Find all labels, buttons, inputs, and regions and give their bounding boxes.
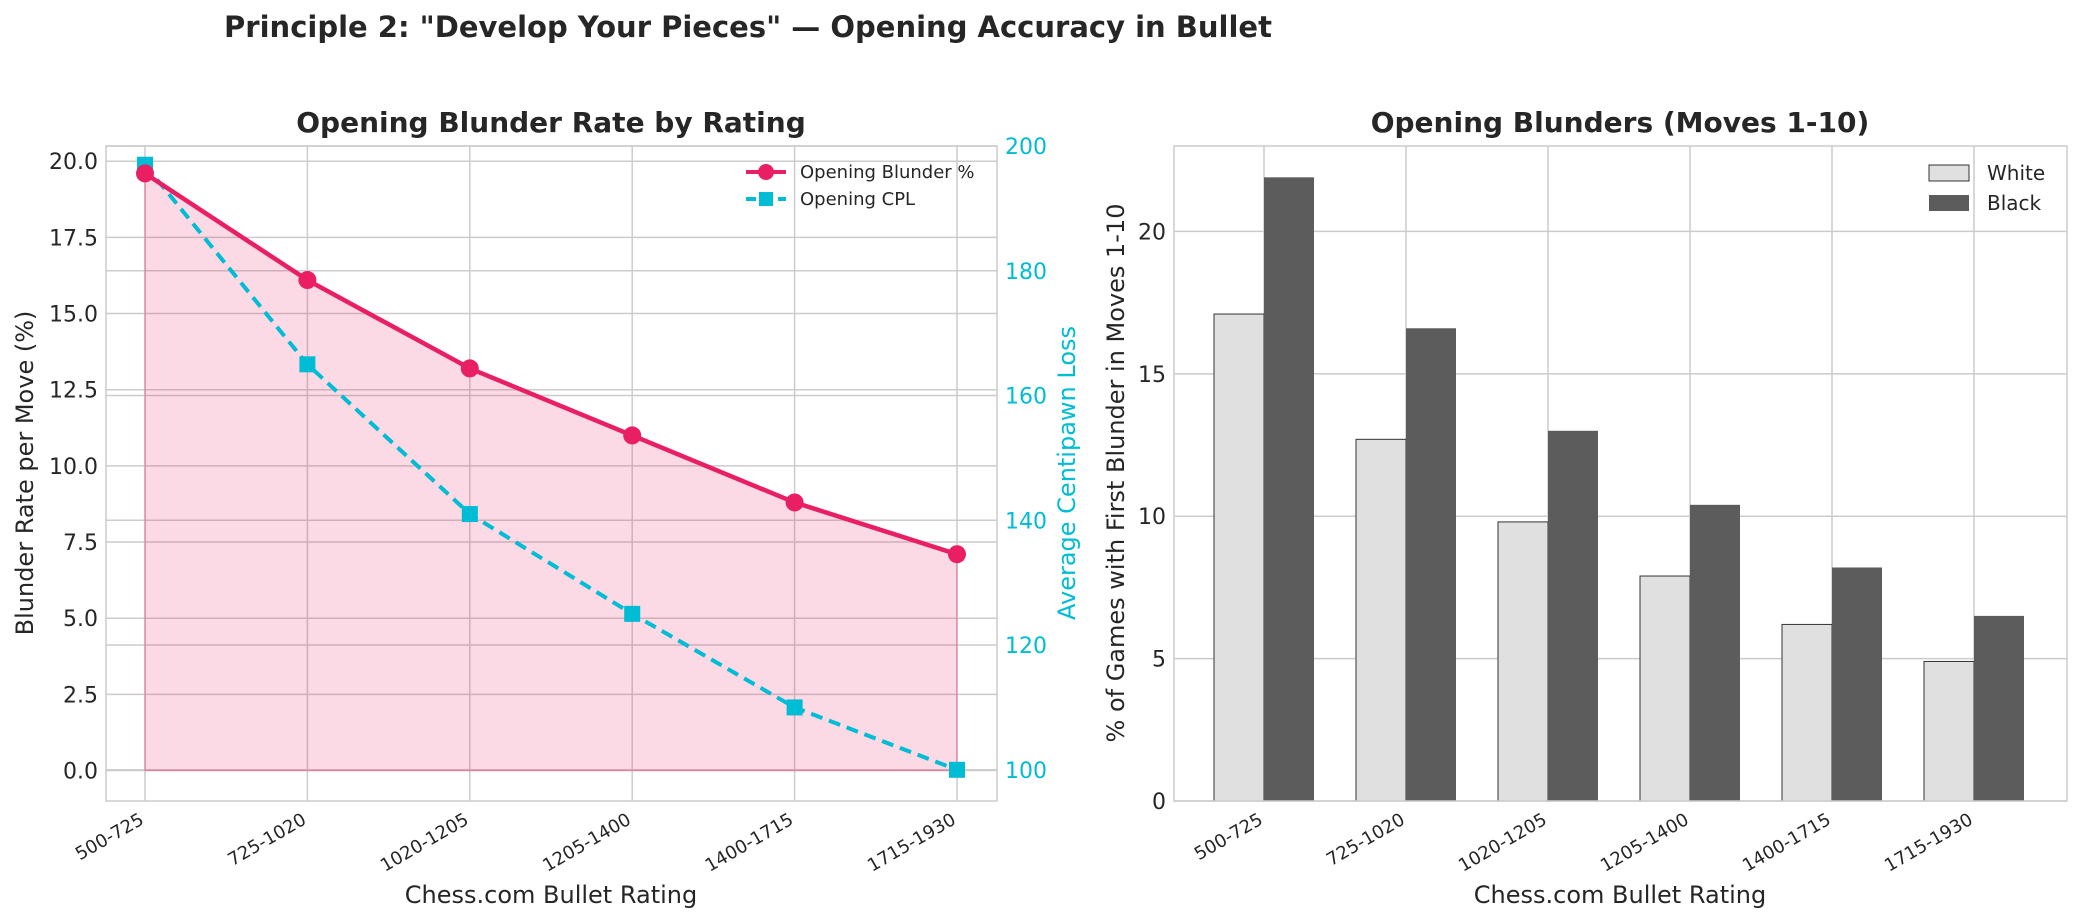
cpl-marker <box>949 761 965 778</box>
right-y-tick-label: 10 <box>1138 505 1166 530</box>
left-y2-tick-label: 180 <box>1005 260 1047 285</box>
left-y-tick-label: 12.5 <box>49 379 98 404</box>
left-chart-frame <box>105 145 998 802</box>
right-chart-legend: White Black <box>1928 161 2045 215</box>
bar-white <box>1497 521 1549 802</box>
left-chart-title: Opening Blunder Rate by Rating <box>296 106 806 139</box>
bar-white <box>1213 313 1265 802</box>
figure-title: Principle 2: "Develop Your Pieces" — Ope… <box>224 10 1272 44</box>
left-chart-y2label: Average Centipawn Loss <box>1053 326 1081 620</box>
legend-label-white: White <box>1987 161 2045 185</box>
bar-black <box>1832 567 1882 801</box>
bar-white <box>1923 660 1975 802</box>
left-y-tick-label: 7.5 <box>63 531 98 556</box>
blunder-marker <box>298 271 317 290</box>
legend-item-cpl: Opening CPL <box>746 189 915 210</box>
left-y-tick-label: 0.0 <box>63 760 98 785</box>
legend-label-blunder: Opening Blunder % <box>800 162 975 183</box>
left-chart-legend: Opening Blunder % Opening CPL <box>746 162 975 210</box>
right-chart-ylabel: % of Games with First Blunder in Moves 1… <box>1102 204 1130 743</box>
left-y2-tick-label: 200 <box>1005 135 1047 160</box>
left-y2-tick-label: 120 <box>1005 634 1047 659</box>
legend-item-blunder: Opening Blunder % <box>746 162 975 183</box>
blunder-line <box>143 171 958 557</box>
legend-item-white: White <box>1928 161 2045 185</box>
right-chart-title: Opening Blunders (Moves 1-10) <box>1371 106 1870 139</box>
left-chart-xlabel: Chess.com Bullet Rating <box>405 881 697 909</box>
bar-black <box>1406 328 1456 801</box>
right-y-tick-label: 0 <box>1152 790 1166 815</box>
left-y-tick-label: 2.5 <box>63 683 98 708</box>
bar-white <box>1781 623 1833 802</box>
left-y2-tick-label: 160 <box>1005 385 1047 410</box>
cpl-marker <box>624 605 641 622</box>
left-y2-tick-label: 100 <box>1005 759 1047 784</box>
cpl-marker <box>786 699 803 716</box>
left-y-tick-label: 15.0 <box>49 303 98 328</box>
left-chart-y2-ticks: 100 120 140 160 180 200 <box>1005 135 1047 784</box>
left-chart-ylabel: Blunder Rate per Move (%) <box>11 311 39 636</box>
left-chart-y-ticks: 0.0 2.5 5.0 7.5 10.0 12.5 15.0 17.5 20.0 <box>49 150 98 784</box>
right-chart-xlabel: Chess.com Bullet Rating <box>1474 881 1766 909</box>
legend-label-cpl: Opening CPL <box>800 189 915 210</box>
bar-black <box>1974 615 2024 801</box>
bar-white <box>1639 575 1691 802</box>
blunder-marker <box>623 426 642 445</box>
bar-black <box>1264 177 1314 802</box>
blunder-marker <box>785 493 804 512</box>
left-y-tick-label: 17.5 <box>49 226 98 251</box>
blunder-marker <box>948 545 966 564</box>
bar-black <box>1548 430 1598 801</box>
right-y-tick-label: 20 <box>1138 220 1166 245</box>
legend-item-black: Black <box>1929 191 2042 215</box>
left-y-tick-label: 5.0 <box>63 607 98 632</box>
bar-white <box>1355 438 1407 802</box>
blunder-marker <box>136 164 154 183</box>
cpl-line <box>143 163 958 772</box>
cpl-marker <box>299 356 316 373</box>
legend-label-black: Black <box>1987 191 2042 215</box>
right-chart-y-ticks: 0 5 10 15 20 <box>1138 220 1166 815</box>
blunder-marker <box>460 359 479 378</box>
left-chart-blunder-series <box>136 164 966 564</box>
cpl-marker <box>461 506 478 523</box>
right-y-tick-label: 5 <box>1152 648 1166 673</box>
left-y2-tick-label: 140 <box>1005 509 1047 534</box>
right-y-tick-label: 15 <box>1138 363 1166 388</box>
blunder-rate-chart: 0.02.55.07.510.012.515.017.520.0 1001201… <box>11 106 1081 909</box>
bar-black <box>1690 504 1740 801</box>
left-y-tick-label: 20.0 <box>49 150 98 175</box>
right-chart-frame <box>1173 145 2068 802</box>
left-y-tick-label: 10.0 <box>49 455 98 480</box>
